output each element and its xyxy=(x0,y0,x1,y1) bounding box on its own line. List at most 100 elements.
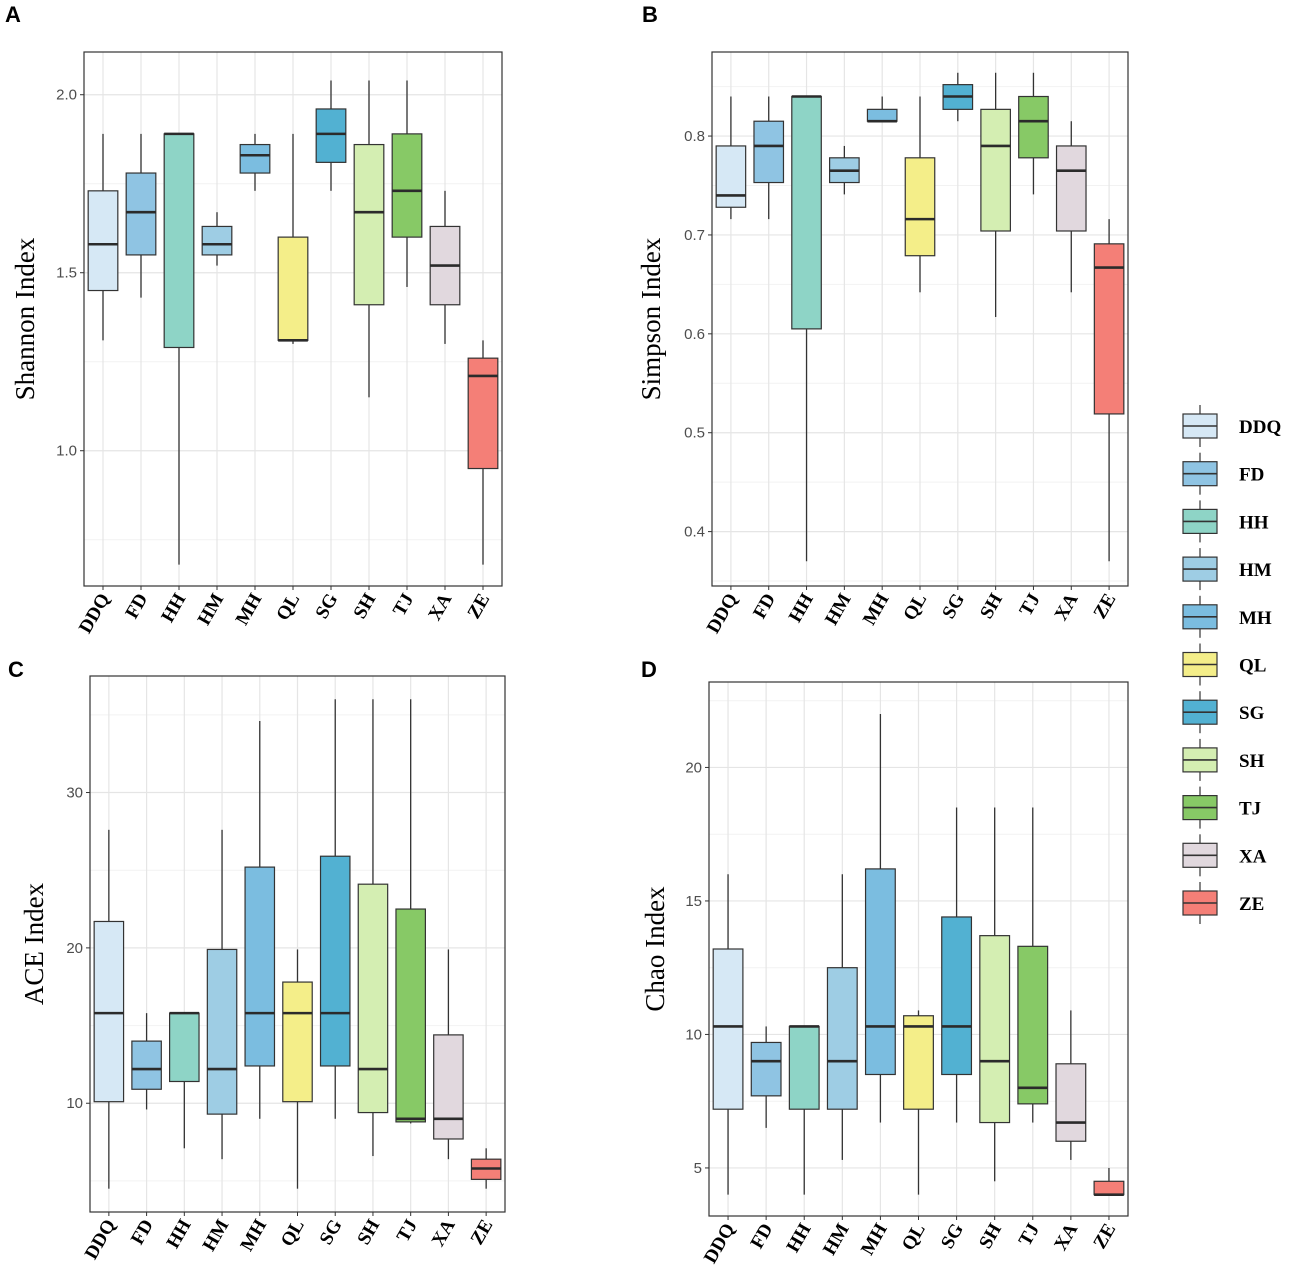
y-tick-label: 20 xyxy=(685,759,702,776)
legend-label: XA xyxy=(1239,846,1267,867)
box-sg xyxy=(942,72,974,122)
x-tick-label: TJ xyxy=(389,590,418,620)
panel-letter: A xyxy=(5,2,21,27)
legend-label: DDQ xyxy=(1239,417,1281,438)
box-ze xyxy=(1093,219,1125,562)
y-tick-label: 15 xyxy=(685,893,702,910)
x-tick-label: MH xyxy=(859,590,894,629)
panel-c-ace: C 10 20 30 DDQ FD HH HM MH QL SG SH TJ XA ZE ACE Index xyxy=(8,657,506,1263)
box-body xyxy=(357,883,389,1114)
x-tick-label: ZE xyxy=(1089,1220,1120,1252)
x-tick-label: FD xyxy=(121,590,152,622)
box-body xyxy=(1055,145,1087,232)
box-sh xyxy=(357,699,389,1157)
box-body xyxy=(903,1015,934,1110)
y-axis-label: Shannon Index xyxy=(10,237,40,400)
legend-label: HH xyxy=(1239,512,1269,533)
legend: DDQ FD HH HM MH QL SG SH TJ XA ZE xyxy=(1182,405,1281,924)
box-body xyxy=(712,948,744,1110)
box-ql xyxy=(903,1010,934,1195)
x-tick-label: TJ xyxy=(1016,590,1045,620)
legend-item-ddq: DDQ xyxy=(1182,405,1281,447)
y-tick-label: 10 xyxy=(66,1095,83,1112)
y-axis-label: Chao Index xyxy=(640,886,670,1012)
box-body xyxy=(750,1041,782,1097)
box-body xyxy=(715,145,747,208)
x-tick-label: DDQ xyxy=(703,590,742,637)
y-tick-label: 0.8 xyxy=(684,128,705,145)
box-body xyxy=(277,236,309,341)
box-body xyxy=(201,225,233,256)
x-tick-label: HH xyxy=(157,590,190,626)
legend-item-tj: TJ xyxy=(1182,786,1261,829)
x-tick-label: SH xyxy=(353,1216,384,1249)
box-body xyxy=(980,108,1011,232)
box-fd xyxy=(131,1013,162,1110)
box-body xyxy=(866,108,898,122)
box-body xyxy=(1018,95,1049,159)
panel-letter: C xyxy=(8,657,24,682)
y-tick-label: 0.6 xyxy=(684,326,705,343)
box-tj xyxy=(1018,72,1049,195)
box-ql xyxy=(282,949,313,1189)
y-axis-label: Simpson Index xyxy=(636,237,666,400)
legend-label: QL xyxy=(1239,656,1266,677)
box-xa xyxy=(433,949,464,1160)
box-body xyxy=(979,935,1011,1124)
box-body xyxy=(941,916,973,1076)
panel-d-chao: D 5 10 15 20 DDQ FD HH HM MH QL SG SH TJ XA ZE Chao Inde… xyxy=(640,657,1129,1267)
y-tick-label: 0.7 xyxy=(684,227,705,244)
box-mh xyxy=(864,714,896,1123)
box-body xyxy=(131,1040,162,1090)
box-mh xyxy=(239,133,271,191)
x-tick-label: SG xyxy=(311,590,342,623)
box-body xyxy=(433,1034,464,1140)
x-tick-label: SG xyxy=(937,1220,968,1253)
x-tick-label: MH xyxy=(237,1216,272,1255)
box-sh xyxy=(979,807,1011,1182)
box-tj xyxy=(1017,807,1049,1123)
legend-item-fd: FD xyxy=(1182,452,1264,495)
box-fd xyxy=(125,133,157,298)
box-body xyxy=(353,143,385,306)
box-ddq xyxy=(715,96,747,220)
box-body xyxy=(125,172,157,256)
x-tick-label: QL xyxy=(277,1216,309,1250)
y-tick-label: 0.4 xyxy=(684,524,705,541)
box-ddq xyxy=(93,829,125,1189)
legend-label: HM xyxy=(1239,560,1272,581)
box-body xyxy=(791,95,822,330)
x-tick-label: QL xyxy=(272,590,304,624)
legend-label: SG xyxy=(1239,703,1265,724)
box-tj xyxy=(391,80,423,287)
box-sg xyxy=(315,80,347,191)
x-tick-label: HM xyxy=(194,590,229,629)
x-tick-label: SG xyxy=(316,1216,347,1249)
x-tick-label: XA xyxy=(428,1216,460,1251)
box-body xyxy=(395,908,426,1123)
legend-item-mh: MH xyxy=(1182,595,1272,638)
y-tick-label: 2.0 xyxy=(56,87,77,104)
box-ql xyxy=(904,96,936,293)
box-body xyxy=(826,967,858,1110)
legend-item-sg: SG xyxy=(1182,691,1265,734)
box-body xyxy=(904,157,936,257)
box-body xyxy=(1017,945,1049,1105)
box-body xyxy=(753,120,785,184)
box-xa xyxy=(1055,1010,1087,1160)
legend-item-ql: QL xyxy=(1182,643,1266,686)
panel-b-simpson: B 0.4 0.5 0.6 0.7 0.8 DDQ FD HH HM MH QL SG SH TJ XA ZE S… xyxy=(636,2,1129,637)
x-tick-label: HM xyxy=(821,590,856,629)
box-ql xyxy=(277,133,309,344)
x-tick-label: TJ xyxy=(1015,1220,1044,1250)
panel-letter: D xyxy=(641,657,657,682)
box-ze xyxy=(1093,1167,1125,1196)
box-body xyxy=(163,133,195,349)
box-body xyxy=(239,143,271,174)
x-tick-label: SG xyxy=(938,590,969,623)
legend-item-ze: ZE xyxy=(1182,882,1264,924)
box-hh xyxy=(163,132,195,565)
x-tick-label: QL xyxy=(898,1220,930,1254)
box-mh xyxy=(244,721,276,1119)
x-tick-label: QL xyxy=(899,590,931,624)
